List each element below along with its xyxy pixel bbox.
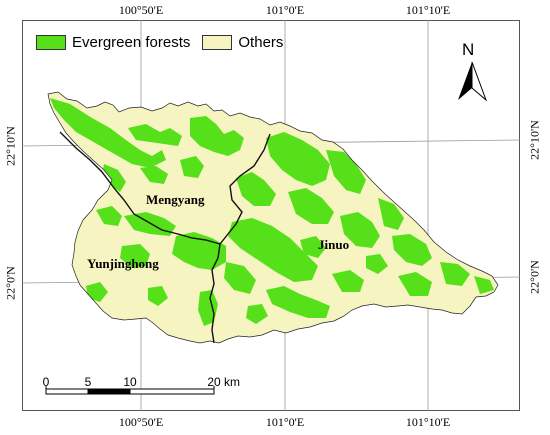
north-arrow-icon bbox=[458, 61, 488, 102]
top-lon-label-1: 100°50'E bbox=[118, 3, 164, 17]
forest-patch bbox=[266, 132, 330, 186]
forest-patch bbox=[340, 212, 380, 248]
forest-patch bbox=[236, 172, 276, 206]
scale-label-0: 0 bbox=[42, 375, 50, 389]
bottom-lon-label-1: 100°50'E bbox=[118, 415, 164, 429]
forest-patch bbox=[86, 282, 108, 302]
scale-bar-segment bbox=[87, 388, 131, 395]
boundary-mengyang-jinuo bbox=[219, 133, 271, 245]
forest-patch bbox=[378, 198, 404, 230]
forest-patch bbox=[266, 286, 330, 318]
top-lon-label-2: 101°0'E bbox=[265, 3, 305, 17]
forest-patch bbox=[180, 156, 204, 178]
forest-patch bbox=[102, 164, 126, 192]
forest-patch bbox=[398, 272, 432, 296]
forest-patch bbox=[228, 218, 318, 282]
legend-item-others: Others bbox=[202, 34, 283, 51]
forest-patch bbox=[326, 150, 366, 194]
boundary-yunjinghong-jinuo bbox=[209, 243, 221, 344]
scale-label-20: 20 bbox=[207, 375, 221, 389]
boundary-mengyang-yunjinghong bbox=[59, 131, 221, 245]
forest-patch bbox=[190, 116, 244, 156]
map-legend: Evergreen forests Others bbox=[36, 34, 295, 51]
legend-swatch-others bbox=[202, 35, 233, 50]
bottom-lon-label-3: 101°10'E bbox=[405, 415, 451, 429]
forest-patch bbox=[366, 254, 388, 274]
scale-bar-segment bbox=[45, 388, 89, 395]
region-label-mengyang: Mengyang bbox=[146, 192, 205, 207]
forest-patch bbox=[288, 188, 334, 224]
forest-patch bbox=[148, 286, 168, 306]
forest-patch bbox=[50, 98, 166, 168]
legend-label-others: Others bbox=[238, 34, 284, 51]
legend-label-evergreen: Evergreen forests bbox=[72, 34, 191, 51]
forest-patch bbox=[300, 236, 326, 258]
legend-item-evergreen: Evergreen forests bbox=[36, 34, 190, 51]
scale-label-5: 5 bbox=[84, 375, 92, 389]
forest-patch bbox=[440, 262, 470, 286]
bottom-lon-label-2: 101°0'E bbox=[265, 415, 305, 429]
forest-patch bbox=[474, 276, 494, 294]
forest-patch bbox=[392, 234, 432, 266]
top-lon-label-3: 101°10'E bbox=[405, 3, 451, 17]
forest-patch bbox=[96, 206, 122, 226]
forest-patch bbox=[140, 166, 168, 184]
township-boundaries bbox=[59, 131, 271, 344]
scale-bar bbox=[45, 386, 215, 395]
forest-patch bbox=[128, 124, 182, 146]
scale-bar-segment bbox=[129, 388, 215, 395]
scale-label-10: 10 bbox=[123, 375, 137, 389]
region-label-jinuo: Jinuo bbox=[318, 237, 350, 252]
forest-patch bbox=[120, 244, 150, 268]
forest-patch bbox=[224, 262, 256, 294]
study-area-boundary bbox=[47, 91, 499, 344]
scale-unit: km bbox=[224, 375, 240, 389]
forest-patch bbox=[332, 270, 364, 292]
region-label-yunjinghong: Yunjinghong bbox=[87, 256, 159, 271]
legend-swatch-evergreen bbox=[36, 35, 66, 50]
forest-patch bbox=[246, 304, 268, 324]
north-label: N bbox=[462, 40, 475, 59]
